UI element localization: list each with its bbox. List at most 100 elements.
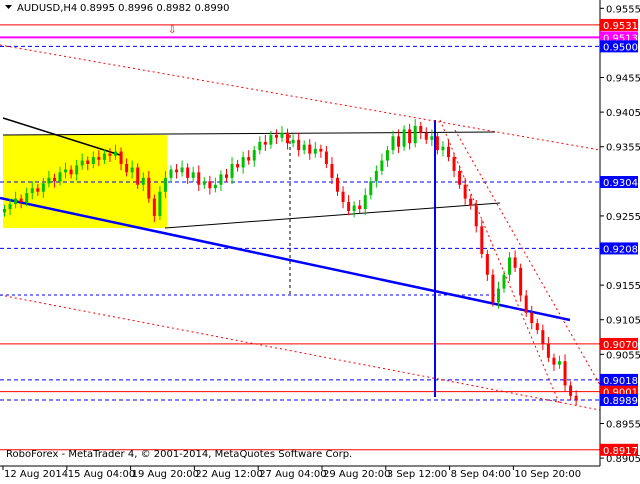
candle xyxy=(97,150,101,167)
candle xyxy=(258,136,262,155)
price-axis: 0.9555 0.9455 0.9405 0.9355 0.9255 0.9155 0.91… xyxy=(600,4,640,465)
candle xyxy=(519,263,523,302)
trend-line[interactable] xyxy=(0,294,601,411)
level-tag-text: 0.9531 xyxy=(603,21,638,32)
candle xyxy=(297,132,301,157)
candle xyxy=(136,163,140,189)
candle xyxy=(480,219,484,259)
horizontal-levels xyxy=(0,24,600,451)
candle xyxy=(213,177,217,193)
level-price-tags: 0.95310.95130.95000.93040.92080.90700.90… xyxy=(600,18,638,457)
candle xyxy=(8,198,12,216)
candle xyxy=(502,270,506,293)
level-tag xyxy=(600,18,638,31)
candle xyxy=(541,324,545,351)
candle xyxy=(447,139,450,162)
candle xyxy=(485,249,489,281)
time-tick-label: 15 Aug 04:00 xyxy=(68,469,135,480)
candle xyxy=(191,166,195,182)
level-tag-text: 0.9018 xyxy=(603,376,638,387)
candle xyxy=(19,194,23,209)
candle xyxy=(352,201,356,218)
candle xyxy=(319,144,323,158)
level-tag-text: 0.9070 xyxy=(603,340,638,351)
candle xyxy=(435,132,439,155)
candle xyxy=(158,186,162,221)
candle xyxy=(313,141,317,158)
candle xyxy=(263,134,267,151)
trend-line[interactable] xyxy=(2,117,121,156)
candle xyxy=(69,165,73,179)
time-tick-label: 27 Aug 04:00 xyxy=(259,469,326,480)
level-tag xyxy=(600,40,638,53)
candle xyxy=(102,149,106,165)
level-tag-text: 0.8989 xyxy=(603,396,638,407)
candle xyxy=(330,157,334,185)
price-tick-label: 0.9555 xyxy=(606,4,640,15)
price-tick-label: 0.8905 xyxy=(606,454,640,465)
candle xyxy=(236,159,240,172)
candle xyxy=(230,157,234,185)
copyright-text: RoboForex - MetaTrader 4, © 2001-2014, M… xyxy=(6,449,352,460)
trend-line[interactable] xyxy=(454,129,601,386)
level-tag xyxy=(600,373,638,386)
symbol-label: AUDUSD,H4 xyxy=(17,3,77,14)
candle xyxy=(186,163,190,185)
candle xyxy=(546,337,550,362)
time-tick-label: 12 Aug 2014 xyxy=(4,469,68,480)
time-tick-label: 3 Sep 12:00 xyxy=(387,469,447,480)
candle xyxy=(419,121,423,140)
candle xyxy=(369,177,373,200)
candle xyxy=(64,162,68,179)
candle xyxy=(508,251,512,281)
candle xyxy=(491,269,495,307)
trend-line[interactable] xyxy=(2,131,496,136)
candle xyxy=(363,188,367,216)
candle xyxy=(530,305,534,330)
price-tick-label: 0.9355 xyxy=(606,143,640,154)
trend-line[interactable] xyxy=(0,44,601,151)
candle xyxy=(569,381,573,400)
candle xyxy=(308,139,312,160)
level-tag-text: 0.9513 xyxy=(603,33,638,44)
candle xyxy=(397,129,401,153)
candle xyxy=(175,164,179,179)
trend-line[interactable] xyxy=(164,202,501,229)
candle xyxy=(147,170,151,203)
candle xyxy=(163,170,167,198)
candle xyxy=(274,129,278,144)
candle xyxy=(286,128,290,150)
ohlc-values: 0.8995 0.8996 0.8982 0.8990 xyxy=(80,3,230,14)
candle xyxy=(86,156,90,171)
price-tick-label: 0.9405 xyxy=(606,108,640,119)
level-tag xyxy=(600,242,638,255)
candle xyxy=(391,130,395,155)
candle xyxy=(202,177,206,189)
candle xyxy=(114,144,117,160)
triangle-down-icon[interactable] xyxy=(5,5,12,9)
level-tag xyxy=(600,337,638,350)
level-tag-text: 0.9208 xyxy=(603,244,638,255)
candle xyxy=(252,146,256,167)
candle xyxy=(208,175,212,195)
trend-line[interactable] xyxy=(0,196,571,322)
level-tag xyxy=(600,443,638,456)
candle xyxy=(119,147,123,171)
candle xyxy=(535,319,539,335)
candle xyxy=(347,195,351,216)
price-tick-label: 0.9255 xyxy=(606,212,640,223)
candle xyxy=(80,153,84,170)
candle xyxy=(125,158,129,177)
candle xyxy=(524,289,528,317)
candle xyxy=(474,199,478,233)
price-tick-label: 0.9105 xyxy=(606,316,640,327)
candle xyxy=(469,194,473,210)
candle xyxy=(430,129,434,147)
candle xyxy=(380,153,384,176)
candle xyxy=(108,148,112,162)
candle xyxy=(225,168,228,182)
candle xyxy=(130,160,134,179)
time-tick-label: 22 Aug 12:00 xyxy=(195,469,262,480)
